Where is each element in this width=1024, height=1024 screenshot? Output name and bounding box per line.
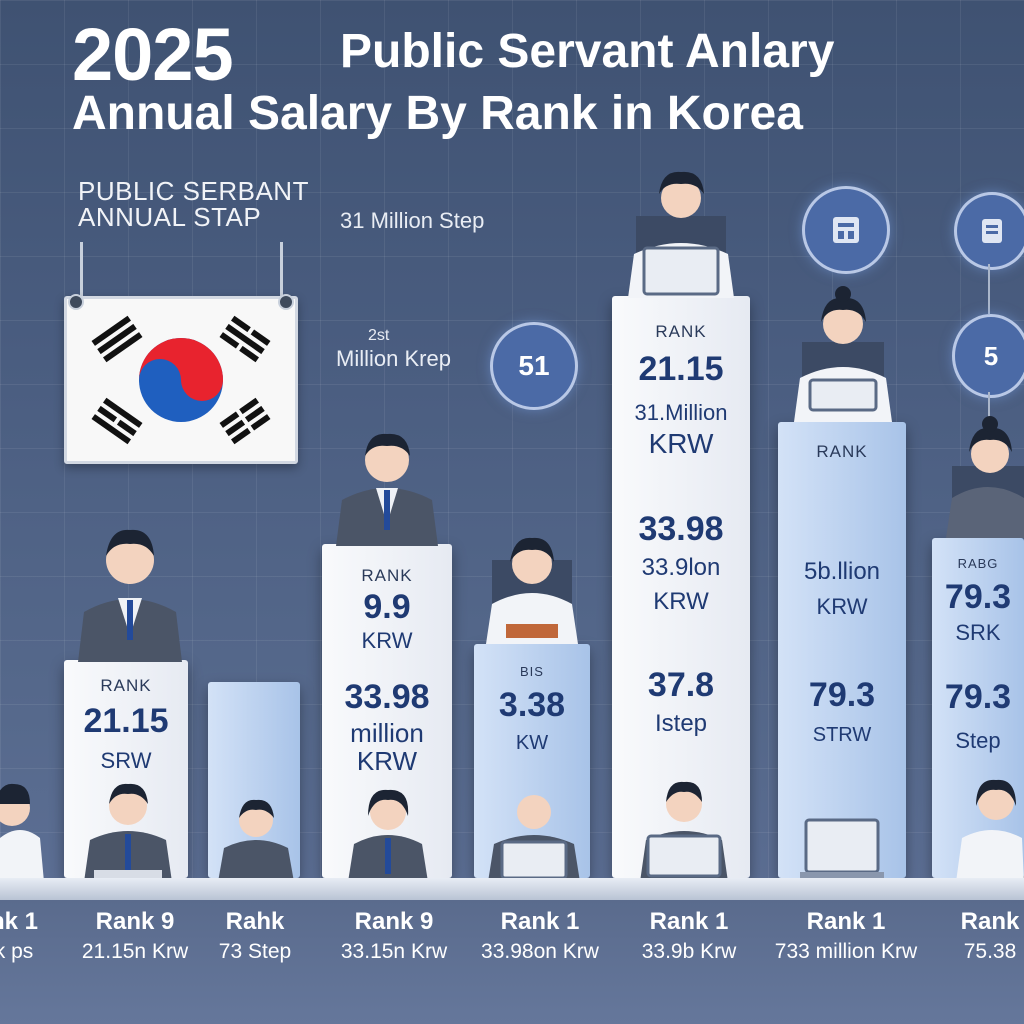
pillar-7-value-2: 79.3	[944, 678, 1012, 716]
bottom-label-2: Rahk 73 Step	[219, 908, 291, 964]
bottom-label-7: Rank 75.38	[961, 908, 1020, 964]
flag-string-right	[280, 242, 283, 300]
pillar-5-krw: KRW	[648, 428, 714, 459]
connector-line	[988, 264, 990, 314]
flag-string-left	[80, 242, 83, 300]
bottom-label-4: Rank 1 33.98on Krw	[481, 908, 599, 964]
note-mid-small: 2st	[368, 327, 390, 344]
plaque-line-1: PUBLIC SERBANT	[78, 176, 309, 206]
pillar-7-value: 79.3	[944, 578, 1012, 616]
pillar-1-unit: SRW	[100, 748, 152, 773]
bottom-label-1-value: 21.15n Krw	[81, 940, 189, 963]
pillar-3-million: million	[350, 718, 424, 748]
plaque-line-2: ANNUAL STAP	[78, 202, 262, 232]
pillar-6-value: 79.3	[808, 676, 876, 714]
pillar-5-step: Istep	[654, 710, 708, 737]
bottom-label-1: Rank 9 21.15n Krw	[82, 908, 188, 964]
bottom-label-3-rank: Rank 9	[354, 908, 434, 935]
note-top: 31 Million Step	[340, 208, 485, 233]
pillar-7-rank: RABG	[957, 556, 999, 571]
bottom-label-1-rank: Rank 9	[95, 908, 175, 935]
bottom-label-4-rank: Rank 1	[500, 908, 580, 935]
connector-line	[988, 392, 990, 422]
pillar-5-million: 31.Million	[634, 400, 728, 425]
bottom-label-5: Rank 1 33.9b Krw	[642, 908, 737, 964]
pillar-5-million-2: 33.9lon	[641, 554, 721, 581]
pillar-4-small: BIS	[520, 664, 544, 679]
title-year: 2025	[72, 13, 234, 96]
document-icon	[954, 192, 1024, 270]
bottom-label-5-value: 33.9b Krw	[641, 940, 737, 963]
title-subtitle: Annual Salary By Rank in Korea	[72, 87, 803, 140]
floor	[0, 878, 1024, 900]
person-icon	[348, 789, 428, 882]
pillar-6-rank: RANK	[816, 442, 868, 461]
person-icon	[946, 416, 1024, 538]
person-icon	[336, 433, 438, 546]
person-icon	[486, 537, 578, 644]
pillar-3-krw: KRW	[356, 746, 418, 776]
bottom-label-4-value: 33.98on Krw	[481, 940, 599, 963]
pillar-7: RABG 79.3 SRK 79.3 Step	[932, 538, 1024, 878]
pillar-3-value: 9.9	[363, 588, 411, 626]
pillar-4-unit: KW	[515, 732, 549, 754]
pillar-1-rank: RANK	[100, 676, 152, 695]
bottom-label-7-value: 75.38	[963, 940, 1017, 963]
pillar-1-value: 21.15	[83, 702, 169, 740]
person-icon	[956, 779, 1024, 882]
pillar-5-value-3: 37.8	[647, 666, 715, 704]
person-icon	[218, 799, 294, 882]
flag-pin-right	[278, 294, 294, 310]
bubble-number: 5	[952, 314, 1024, 398]
bottom-label-0-value: k ps	[0, 940, 34, 963]
pillar-6-million: 5b.llion	[803, 558, 881, 585]
bottom-label-6: Rank 1 733 million Krw	[775, 908, 917, 964]
person-icon	[628, 171, 734, 298]
person-icon	[0, 783, 44, 882]
laptop-icon	[800, 818, 884, 880]
plaque-text: PUBLIC SERBANT ANNUAL STAP	[78, 178, 309, 230]
person-icon	[794, 286, 892, 422]
bottom-label-0: nk 1 k ps	[0, 908, 38, 964]
pillar-5-value: 21.15	[638, 350, 724, 388]
bottom-label-3-value: 33.15n Krw	[340, 940, 448, 963]
flag-pin-left	[68, 294, 84, 310]
pillar-5-rank: RANK	[655, 322, 707, 341]
pillar-3-rank: RANK	[361, 566, 413, 585]
pillar-4-value: 3.38	[498, 686, 566, 724]
label-area	[0, 900, 1024, 1024]
person-icon	[84, 783, 172, 882]
pillar-7-unit: SRK	[955, 620, 1001, 645]
bubble-number: 51	[490, 322, 578, 410]
pillar-6: RANK 5b.llion KRW 79.3 STRW	[778, 422, 906, 878]
pillar-5-krw-2: KRW	[653, 588, 709, 615]
bottom-label-5-rank: Rank 1	[649, 908, 729, 935]
pillar-3-unit: KRW	[361, 628, 413, 653]
bottom-label-6-value: 733 million Krw	[774, 940, 918, 963]
pillar-6-krw: KRW	[816, 594, 868, 619]
pillar-6-unit: STRW	[812, 724, 872, 746]
bottom-label-3: Rank 9 33.15n Krw	[341, 908, 447, 964]
bottom-label-2-value: 73 Step	[218, 940, 292, 963]
person-icon	[78, 529, 182, 662]
pillar-7-step: Step	[955, 728, 1001, 753]
title-main: Public Servant Anlary	[340, 25, 835, 78]
note-mid: Million Krep	[336, 346, 451, 371]
person-icon	[488, 795, 580, 882]
pillar-3-value-2: 33.98	[344, 678, 430, 716]
pillar-5-value-2: 33.98	[638, 510, 724, 548]
person-icon	[640, 781, 728, 882]
bottom-label-2-rank: Rahk	[225, 908, 285, 935]
pillar-5: RANK 21.15 31.Million KRW 33.98 33.9lon …	[612, 296, 750, 878]
bottom-label-0-rank: nk 1	[0, 908, 39, 935]
korean-flag-icon	[64, 296, 298, 464]
bottom-label-6-rank: Rank 1	[806, 908, 886, 935]
document-icon	[802, 186, 890, 274]
bottom-label-7-rank: Rank	[960, 908, 1020, 935]
